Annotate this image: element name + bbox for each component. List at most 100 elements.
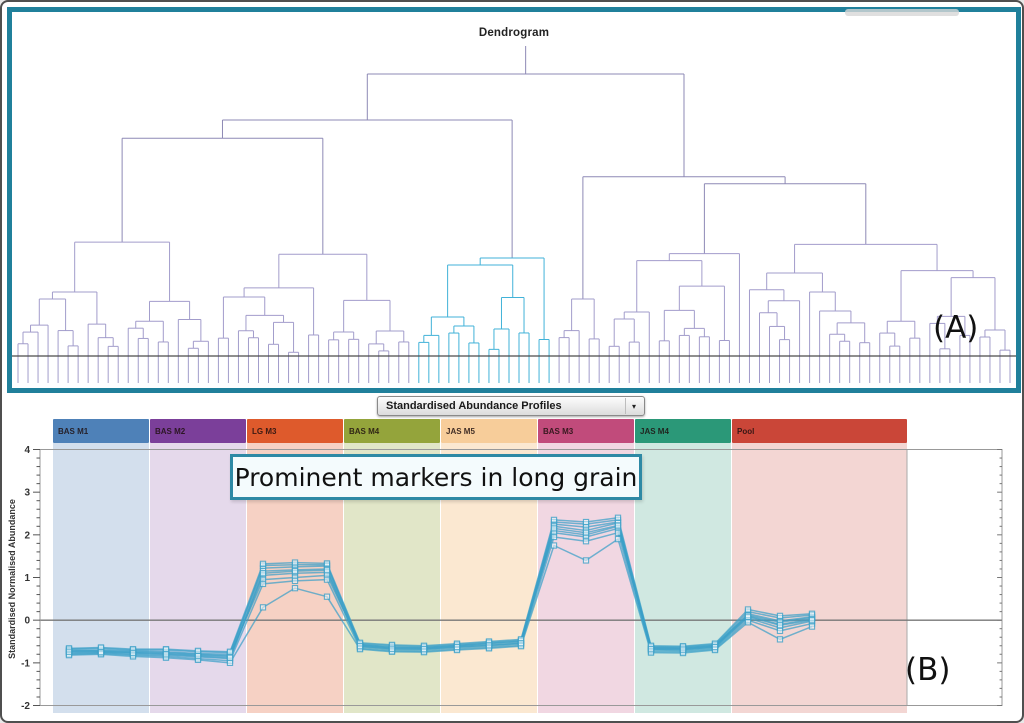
profile-line (68, 521, 813, 654)
profile-marker (517, 636, 525, 643)
profile-line (68, 527, 813, 657)
profile-marker (614, 529, 622, 536)
profile-marker (323, 569, 331, 576)
group-chip-bas-m4[interactable]: BAS M4 (344, 419, 440, 443)
profile-marker (453, 646, 461, 653)
profile-marker (582, 521, 590, 528)
profile-marker (582, 531, 590, 538)
profile-marker (388, 647, 396, 655)
profile-marker (420, 646, 428, 653)
profile-marker (614, 514, 622, 521)
profile-marker (647, 646, 655, 654)
profile-line (68, 524, 813, 659)
group-chip-jas-m4[interactable]: JAS M4 (635, 419, 731, 443)
profile-line (68, 522, 813, 658)
profile-marker (808, 615, 816, 623)
profile-marker (356, 643, 364, 651)
profile-marker (388, 645, 396, 652)
profile-marker (259, 564, 267, 572)
profile-marker (485, 643, 493, 650)
profile-marker (647, 643, 655, 650)
profile-marker (420, 644, 428, 651)
dropdown-arrow-icon[interactable]: ▾ (625, 398, 642, 414)
profile-marker (485, 641, 493, 649)
profile-marker (550, 527, 558, 534)
profile-marker (226, 657, 234, 664)
group-chip-bas-m1[interactable]: BAS M1 (53, 419, 149, 443)
profile-marker (453, 643, 461, 650)
profile-marker (647, 642, 655, 649)
profile-marker (129, 653, 137, 660)
profile-marker (614, 525, 622, 532)
profile-marker (97, 649, 105, 656)
profile-marker (259, 567, 267, 575)
profile-marker (550, 542, 558, 549)
profile-marker (356, 639, 364, 646)
group-chip-label: JAS M5 (446, 426, 475, 436)
profile-marker (323, 561, 331, 568)
profile-marker (65, 646, 73, 653)
profile-marker (711, 644, 719, 652)
group-chip-bas-m2[interactable]: BAS M2 (150, 419, 246, 443)
group-band (53, 443, 149, 713)
profile-marker (485, 644, 493, 651)
profile-marker (517, 638, 525, 645)
profile-marker (776, 619, 784, 626)
profile-marker (356, 641, 364, 648)
profile-marker (291, 567, 299, 575)
profile-marker (614, 522, 622, 529)
group-chip-pool[interactable]: Pool (732, 419, 907, 443)
profile-marker (97, 648, 105, 655)
profile-marker (614, 516, 622, 524)
profile-marker (356, 645, 364, 652)
group-chip-bas-m3[interactable]: BAS M3 (538, 419, 634, 443)
profile-marker (65, 647, 73, 655)
profile-marker (291, 574, 299, 581)
y-tick-label: 4 (24, 445, 30, 456)
group-chip-jas-m5[interactable]: JAS M5 (441, 419, 537, 443)
profile-marker (420, 643, 428, 650)
profile-marker (356, 641, 364, 649)
profile-marker (744, 612, 752, 620)
profile-marker (97, 646, 105, 654)
profile-marker (744, 619, 752, 626)
profile-marker (162, 654, 170, 661)
profile-marker (323, 565, 331, 573)
profile-marker (65, 652, 73, 659)
profile-marker (517, 637, 525, 645)
profile-marker (453, 641, 461, 648)
profiles-dropdown[interactable]: Standardised Abundance Profiles ▾ (377, 396, 645, 416)
profile-marker (226, 652, 234, 659)
profile-marker (550, 529, 558, 536)
profile-marker (808, 613, 816, 620)
group-chip-lg-m3[interactable]: LG M3 (247, 419, 343, 443)
profile-marker (647, 649, 655, 656)
profile-marker (550, 518, 558, 526)
profile-line (68, 538, 813, 664)
profile-marker (194, 651, 202, 658)
profile-marker (453, 646, 461, 654)
profile-marker (194, 655, 202, 662)
group-chip-label: LG M3 (252, 426, 277, 436)
profile-marker (194, 656, 202, 663)
dendrogram-panel[interactable] (7, 7, 1021, 393)
profile-marker (194, 647, 202, 655)
profile-marker (194, 652, 202, 659)
group-chip-label: BAS M4 (349, 426, 380, 436)
profile-marker (129, 647, 137, 655)
y-axis-label: Standardised Normalised Abundance (7, 499, 18, 659)
profile-marker (485, 640, 493, 647)
profile-marker (162, 653, 170, 660)
profile-line (68, 519, 813, 656)
profile-marker (226, 655, 234, 662)
profile-marker (808, 611, 816, 619)
profile-marker (194, 652, 202, 660)
group-chip-label: JAS M4 (640, 426, 669, 436)
profile-marker (388, 645, 396, 652)
profile-line (68, 517, 813, 653)
profile-marker (129, 651, 137, 658)
profile-marker (388, 648, 396, 655)
profile-marker (711, 646, 719, 653)
profile-marker (356, 643, 364, 650)
profile-marker (808, 617, 816, 624)
